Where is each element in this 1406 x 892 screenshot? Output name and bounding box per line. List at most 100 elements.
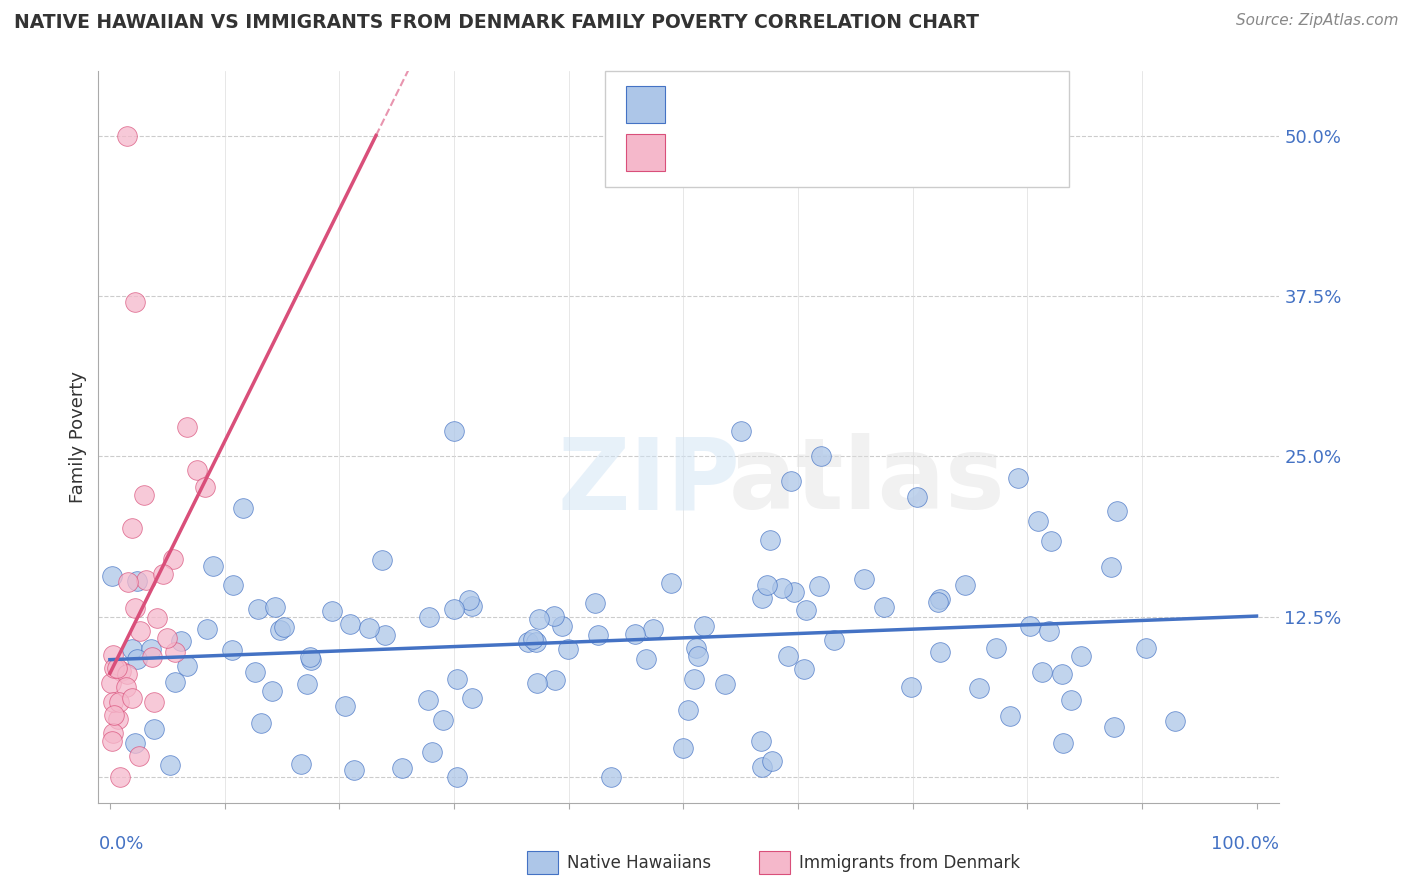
Point [446,770,468,784]
Point [659,576,682,591]
Point [263,600,285,615]
Point [124,295,146,310]
Point [343,763,366,777]
Point [260,683,283,698]
Point [163,674,186,689]
Point [159,757,181,772]
Point [953,578,976,592]
Point [671,741,693,756]
Point [1060,693,1083,707]
Point [124,601,146,615]
Point [117,575,139,590]
Point [929,592,952,607]
Point [984,641,1007,656]
Point [108,770,131,784]
Text: NATIVE HAWAIIAN VS IMMIGRANTS FROM DENMARK FAMILY POVERTY CORRELATION CHART: NATIVE HAWAIIAN VS IMMIGRANTS FROM DENMA… [14,13,979,32]
Point [600,770,623,784]
Point [124,736,146,750]
Point [135,574,157,588]
Point [1050,667,1073,681]
Point [557,642,579,657]
Point [583,596,606,610]
Text: Source: ZipAtlas.com: Source: ZipAtlas.com [1236,13,1399,29]
Point [1070,649,1092,664]
Point [101,648,124,662]
Point [298,650,321,665]
Point [335,698,357,713]
Point [222,578,245,592]
Point [1018,619,1040,633]
Point [110,664,132,678]
Point [176,659,198,673]
Point [852,572,875,586]
Point [141,642,163,657]
Point [152,566,174,581]
Point [796,603,818,617]
Point [1039,534,1062,549]
Point [524,634,547,648]
Point [115,667,138,681]
Point [321,604,343,618]
Point [526,675,548,690]
Point [1102,720,1125,734]
Point [359,621,381,635]
Point [107,712,129,726]
Point [543,608,565,623]
Text: R = 0.379    N = 111: R = 0.379 N = 111 [678,95,882,114]
Point [624,627,647,641]
Point [516,635,538,649]
Point [641,622,664,636]
Point [1026,514,1049,528]
Y-axis label: Family Poverty: Family Poverty [69,371,87,503]
Point [295,677,318,691]
Point [143,695,166,709]
Point [165,645,187,659]
Point [873,600,896,615]
Point [905,490,928,504]
Point [194,480,217,494]
Point [339,616,361,631]
Point [290,756,312,771]
Point [127,652,149,666]
Point [544,673,567,687]
Point [772,581,794,595]
Point [461,599,484,613]
Point [143,722,166,736]
Point [550,619,572,633]
Point [100,676,122,690]
Point [125,574,148,588]
Point [371,553,394,567]
Point [678,703,700,717]
Point [249,715,271,730]
Point [693,618,716,632]
Point [683,672,706,686]
Point [900,680,922,694]
Point [420,745,443,759]
Point [202,559,225,574]
Text: 0.0%: 0.0% [98,835,143,853]
Point [527,612,550,626]
Point [108,695,131,709]
Text: Immigrants from Denmark: Immigrants from Denmark [799,854,1019,871]
Point [1107,504,1129,518]
Point [998,709,1021,723]
Point [141,650,163,665]
Point [755,578,778,592]
Point [1038,624,1060,638]
Text: 100.0%: 100.0% [1212,835,1279,853]
Point [101,568,124,582]
Point [443,424,465,438]
Text: atlas: atlas [728,434,1005,531]
Point [1099,560,1122,574]
Point [301,653,323,667]
Point [761,754,783,768]
Point [586,628,609,642]
Point [195,622,218,636]
Point [793,662,815,676]
Point [636,652,658,666]
Point [780,475,803,489]
Text: ZIP: ZIP [557,434,740,531]
Point [105,661,128,675]
Point [685,640,707,655]
Point [758,533,780,547]
